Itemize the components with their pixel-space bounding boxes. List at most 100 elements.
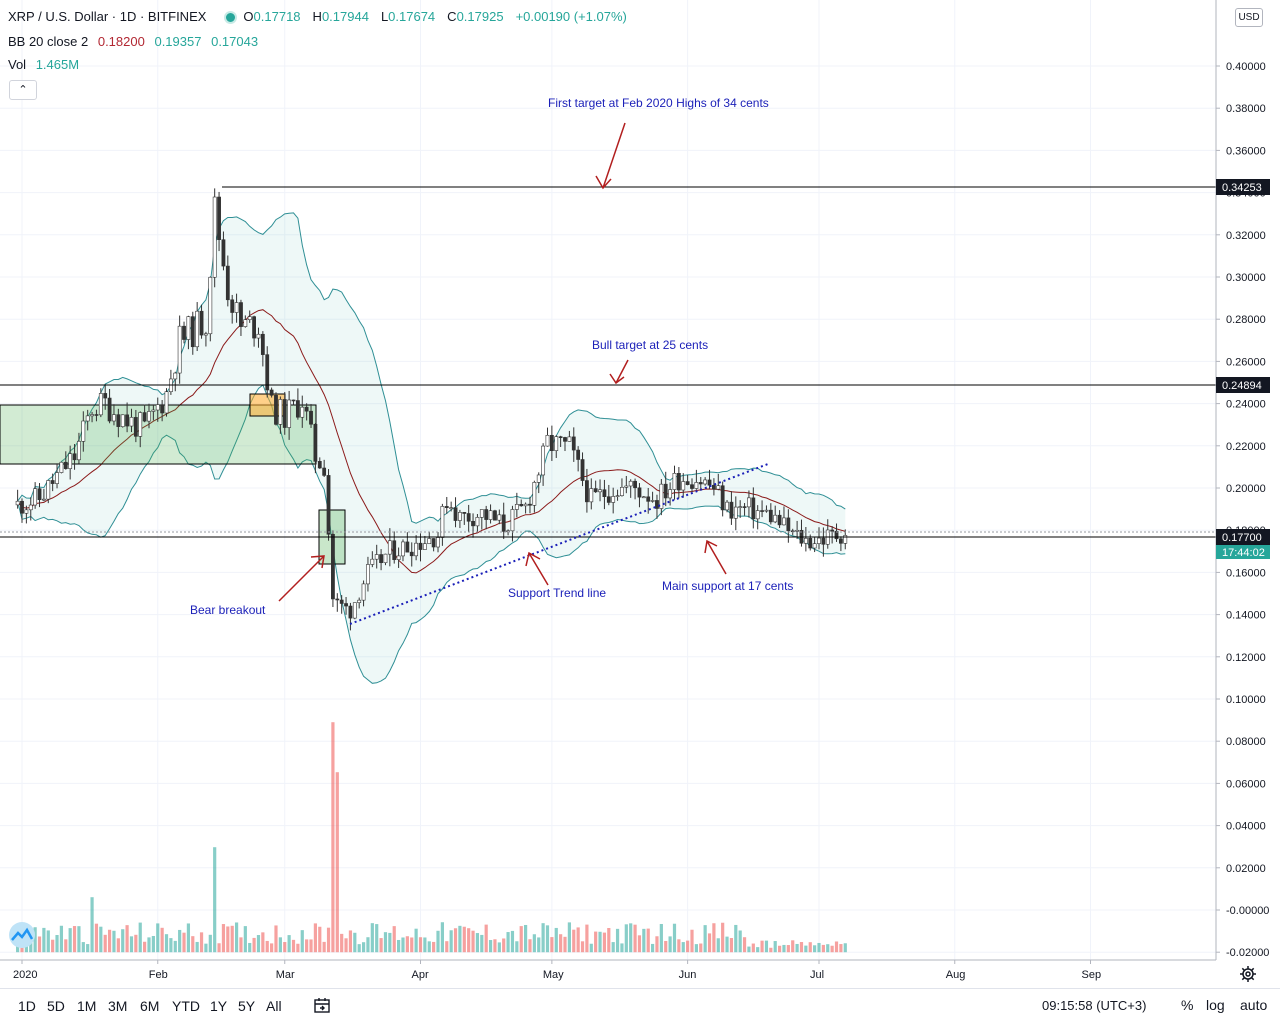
- volume-bar: [322, 941, 326, 953]
- candle-body: [712, 484, 716, 490]
- symbol-legend: XRP / U.S. Dollar · 1D · BITFINEX O0.1771…: [8, 9, 633, 25]
- volume-bar: [694, 944, 698, 953]
- symbol-title[interactable]: XRP / U.S. Dollar · 1D · BITFINEX: [8, 9, 207, 24]
- candle-body: [295, 400, 300, 418]
- candle-body: [396, 555, 401, 560]
- volume-legend[interactable]: Vol 1.465M: [8, 57, 85, 72]
- candle-body: [265, 354, 270, 391]
- candle-body: [650, 500, 655, 502]
- volume-bar: [813, 945, 817, 953]
- volume-bar: [182, 932, 186, 953]
- tradingview-logo[interactable]: [9, 922, 35, 948]
- y-tick-label: 0.10000: [1226, 694, 1266, 706]
- horizontal-levels[interactable]: [0, 186, 1216, 625]
- volume-bar: [594, 931, 598, 953]
- candle-body: [177, 325, 182, 374]
- timeframe-5d-button[interactable]: 5D: [47, 998, 65, 1014]
- timeframe-1y-button[interactable]: 1Y: [210, 998, 228, 1014]
- volume-bar: [572, 929, 576, 953]
- candle-body: [672, 473, 677, 490]
- candle-body: [278, 399, 283, 425]
- candle-body: [133, 417, 138, 437]
- volume-bar: [186, 923, 191, 953]
- settings-gear-icon[interactable]: [1238, 964, 1258, 984]
- collapse-legend-button[interactable]: ⌃: [9, 80, 37, 100]
- timeframe-5y-button[interactable]: 5Y: [238, 998, 256, 1014]
- volume-bar: [199, 932, 204, 953]
- volume-bar: [221, 924, 226, 953]
- volume-bar: [721, 922, 725, 953]
- volume-bar: [598, 931, 602, 953]
- main-support-annotation: Main support at 17 cents: [662, 579, 793, 593]
- candle-body: [694, 482, 699, 489]
- candle-body: [585, 480, 589, 503]
- volume-bar: [686, 940, 690, 953]
- volume-bar: [567, 922, 571, 953]
- candle-body: [444, 506, 449, 508]
- timeframe-6m-button[interactable]: 6M: [140, 998, 160, 1014]
- volume-bar: [204, 943, 208, 953]
- timeframe-all-button[interactable]: All: [266, 998, 282, 1014]
- bollinger-legend[interactable]: BB 20 close 2 0.18200 0.19357 0.17043: [8, 34, 264, 49]
- y-tick-label: 0.02000: [1226, 863, 1266, 875]
- candle-body: [234, 302, 239, 313]
- volume-bar: [296, 943, 300, 953]
- candle-body: [725, 501, 729, 511]
- volume-bar: [493, 939, 497, 953]
- timeframe-ytd-button[interactable]: YTD: [172, 998, 200, 1014]
- candle-body: [370, 558, 375, 565]
- candle-body: [339, 599, 344, 604]
- candle-body: [98, 393, 103, 416]
- candle-body: [449, 507, 454, 509]
- annotation-arrows: [278, 122, 727, 602]
- time-axis[interactable]: 2020 Feb Mar Apr May Jun Jul Aug Sep: [0, 959, 1216, 981]
- x-tick-label: Aug: [946, 969, 966, 981]
- first-target-annotation: First target at Feb 2020 Highs of 34 cen…: [548, 96, 769, 110]
- volume-bar: [55, 935, 59, 953]
- volume-bar: [291, 939, 296, 953]
- volume-bar: [707, 933, 712, 953]
- timeframe-1d-button[interactable]: 1D: [18, 998, 36, 1014]
- price-tags: 0.34253 0.24894 0.17700 17:44:02: [1216, 179, 1270, 559]
- volume-bar: [826, 944, 830, 953]
- volume-bar: [672, 923, 677, 953]
- candle-body: [453, 507, 458, 521]
- timeframe-3m-button[interactable]: 3M: [108, 998, 128, 1014]
- volume-bar: [252, 937, 256, 953]
- volume-bar: [388, 932, 392, 953]
- volume-bar: [646, 928, 650, 953]
- candle-body: [63, 461, 68, 469]
- candle-body: [786, 517, 791, 532]
- percent-scale-button[interactable]: %: [1181, 997, 1194, 1013]
- log-scale-button[interactable]: log: [1206, 997, 1225, 1013]
- volume-bar: [589, 943, 593, 953]
- market-status-icon: [224, 11, 238, 25]
- volume-bar: [147, 937, 151, 953]
- timeframe-1m-button[interactable]: 1M: [77, 998, 97, 1014]
- volume-bar: [537, 937, 541, 953]
- currency-badge[interactable]: USD: [1235, 8, 1263, 27]
- volume-bar: [414, 928, 418, 953]
- volume-bar: [248, 942, 252, 953]
- candle-body: [514, 504, 519, 510]
- clock-display[interactable]: 09:15:58 (UTC+3): [1042, 998, 1147, 1013]
- candle-body: [541, 445, 546, 476]
- price-axis[interactable]: 0.400000.380000.360000.340000.320000.300…: [1215, 0, 1269, 960]
- volume-bar: [300, 930, 304, 953]
- candle-body: [484, 509, 489, 520]
- volume-bar: [467, 928, 471, 953]
- candle-body: [703, 479, 708, 485]
- date-range-icon[interactable]: [313, 996, 331, 1014]
- candle-body: [716, 485, 721, 490]
- candle-body: [72, 453, 77, 461]
- candle-body: [773, 514, 778, 523]
- candle-body: [291, 399, 296, 402]
- volume-bar: [213, 847, 217, 953]
- volume-bar: [642, 928, 646, 953]
- auto-scale-button[interactable]: auto: [1240, 997, 1268, 1013]
- candle-body: [186, 316, 191, 340]
- candle-body: [287, 399, 292, 428]
- candle-body: [571, 436, 576, 451]
- volume-bar: [383, 932, 388, 953]
